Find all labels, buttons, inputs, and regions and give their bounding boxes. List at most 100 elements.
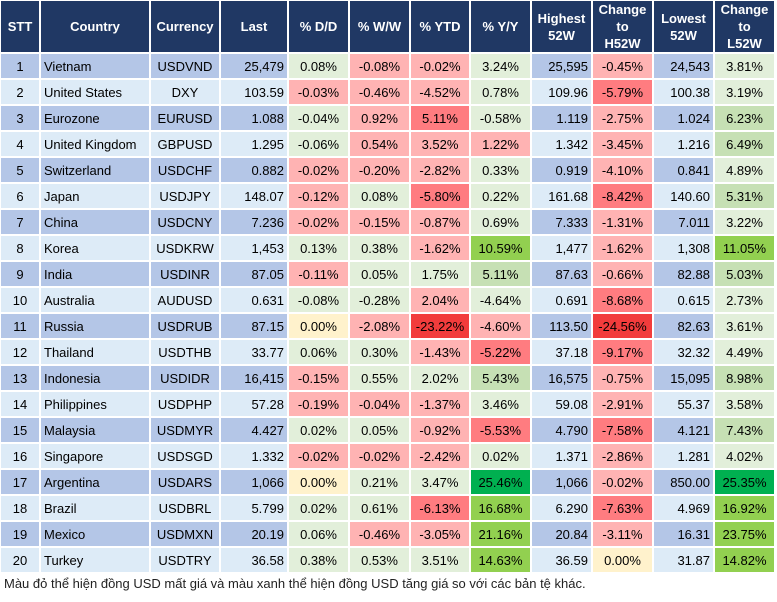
table-row: 8 Korea USDKRW 1,453 0.13% 0.38% -1.62% 10.59% 1… <box>1 236 774 260</box>
cell-dd: -0.19% <box>289 392 348 416</box>
cell-ytd: -23.22% <box>411 314 469 338</box>
cell-high52: 16,575 <box>532 366 591 390</box>
cell-currency: EURUSD <box>151 106 219 130</box>
cell-high52: 109.96 <box>532 80 591 104</box>
cell-ytd: -6.13% <box>411 496 469 520</box>
cell-dd: -0.06% <box>289 132 348 156</box>
cell-ytd: -2.82% <box>411 158 469 182</box>
cell-low52: 100.38 <box>654 80 713 104</box>
cell-currency: USDIDR <box>151 366 219 390</box>
cell-country: Philippines <box>41 392 149 416</box>
cell-dd: -0.03% <box>289 80 348 104</box>
cell-ch-l52: 3.19% <box>715 80 774 104</box>
cell-ww: -0.15% <box>350 210 409 234</box>
cell-ch-h52: -3.11% <box>593 522 652 546</box>
cell-ch-l52: 8.98% <box>715 366 774 390</box>
table-row: 13 Indonesia USDIDR 16,415 -0.15% 0.55% 2.02% 5… <box>1 366 774 390</box>
cell-yy: 5.11% <box>471 262 530 286</box>
cell-ch-l52: 23.75% <box>715 522 774 546</box>
cell-last: 0.631 <box>221 288 287 312</box>
cell-stt: 12 <box>1 340 39 364</box>
cell-ww: 0.61% <box>350 496 409 520</box>
cell-stt: 13 <box>1 366 39 390</box>
header-dd: % D/D <box>289 1 348 52</box>
cell-ytd: -2.42% <box>411 444 469 468</box>
cell-yy: 1.22% <box>471 132 530 156</box>
cell-yy: 14.63% <box>471 548 530 572</box>
cell-ch-l52: 3.61% <box>715 314 774 338</box>
cell-high52: 87.63 <box>532 262 591 286</box>
cell-last: 7.236 <box>221 210 287 234</box>
cell-high52: 0.691 <box>532 288 591 312</box>
cell-ww: 0.53% <box>350 548 409 572</box>
cell-last: 1,453 <box>221 236 287 260</box>
cell-currency: USDBRL <box>151 496 219 520</box>
cell-yy: 21.16% <box>471 522 530 546</box>
cell-last: 87.05 <box>221 262 287 286</box>
cell-yy: 3.24% <box>471 54 530 78</box>
cell-ytd: -5.80% <box>411 184 469 208</box>
cell-high52: 36.59 <box>532 548 591 572</box>
cell-ch-h52: -8.42% <box>593 184 652 208</box>
cell-ch-h52: -2.91% <box>593 392 652 416</box>
header-low52-line1: Lowest <box>661 10 706 26</box>
cell-country: Korea <box>41 236 149 260</box>
cell-stt: 19 <box>1 522 39 546</box>
cell-ww: -0.46% <box>350 80 409 104</box>
cell-low52: 1.024 <box>654 106 713 130</box>
cell-last: 103.59 <box>221 80 287 104</box>
cell-ww: 0.08% <box>350 184 409 208</box>
cell-country: Switzerland <box>41 158 149 182</box>
cell-ww: -0.04% <box>350 392 409 416</box>
cell-ytd: 3.51% <box>411 548 469 572</box>
cell-yy: -5.53% <box>471 418 530 442</box>
cell-currency: USDTRY <box>151 548 219 572</box>
cell-ch-h52: -0.45% <box>593 54 652 78</box>
table-body: 1 Vietnam USDVND 25,479 0.08% -0.08% -0.02% 3.2… <box>1 54 774 572</box>
cell-high52: 1.371 <box>532 444 591 468</box>
cell-ch-h52: -3.45% <box>593 132 652 156</box>
cell-yy: 0.22% <box>471 184 530 208</box>
cell-yy: 0.69% <box>471 210 530 234</box>
cell-ww: -0.02% <box>350 444 409 468</box>
cell-ch-l52: 7.43% <box>715 418 774 442</box>
cell-last: 25,479 <box>221 54 287 78</box>
cell-yy: -4.64% <box>471 288 530 312</box>
cell-high52: 113.50 <box>532 314 591 338</box>
cell-last: 1.295 <box>221 132 287 156</box>
cell-ch-l52: 5.31% <box>715 184 774 208</box>
cell-ww: 0.05% <box>350 418 409 442</box>
cell-ch-h52: -2.75% <box>593 106 652 130</box>
cell-ytd: 2.04% <box>411 288 469 312</box>
table-row: 18 Brazil USDBRL 5.799 0.02% 0.61% -6.13% 16.68… <box>1 496 774 520</box>
cell-stt: 17 <box>1 470 39 494</box>
cell-ww: -0.28% <box>350 288 409 312</box>
header-ch-h52: Change to H52W <box>593 1 652 52</box>
cell-ytd: -4.52% <box>411 80 469 104</box>
cell-last: 87.15 <box>221 314 287 338</box>
cell-low52: 55.37 <box>654 392 713 416</box>
table-row: 11 Russia USDRUB 87.15 0.00% -2.08% -23.22% -4.… <box>1 314 774 338</box>
cell-high52: 1.342 <box>532 132 591 156</box>
cell-currency: USDMXN <box>151 522 219 546</box>
cell-ch-l52: 2.73% <box>715 288 774 312</box>
cell-stt: 5 <box>1 158 39 182</box>
cell-ch-l52: 4.02% <box>715 444 774 468</box>
cell-ww: -2.08% <box>350 314 409 338</box>
footnote: Màu đỏ thể hiện đồng USD mất giá và màu … <box>4 576 586 591</box>
table-row: 14 Philippines USDPHP 57.28 -0.19% -0.04% -1.3… <box>1 392 774 416</box>
cell-ch-l52: 3.58% <box>715 392 774 416</box>
cell-ww: -0.08% <box>350 54 409 78</box>
cell-dd: -0.04% <box>289 106 348 130</box>
cell-last: 1.088 <box>221 106 287 130</box>
table-row: 15 Malaysia USDMYR 4.427 0.02% 0.05% -0.92% -5.… <box>1 418 774 442</box>
cell-country: Indonesia <box>41 366 149 390</box>
header-ch-h52-line2: to <box>616 19 629 34</box>
cell-ww: 0.92% <box>350 106 409 130</box>
cell-ch-h52: -8.68% <box>593 288 652 312</box>
cell-last: 0.882 <box>221 158 287 182</box>
cell-last: 33.77 <box>221 340 287 364</box>
cell-ch-l52: 4.49% <box>715 340 774 364</box>
cell-currency: USDTHB <box>151 340 219 364</box>
cell-country: Russia <box>41 314 149 338</box>
